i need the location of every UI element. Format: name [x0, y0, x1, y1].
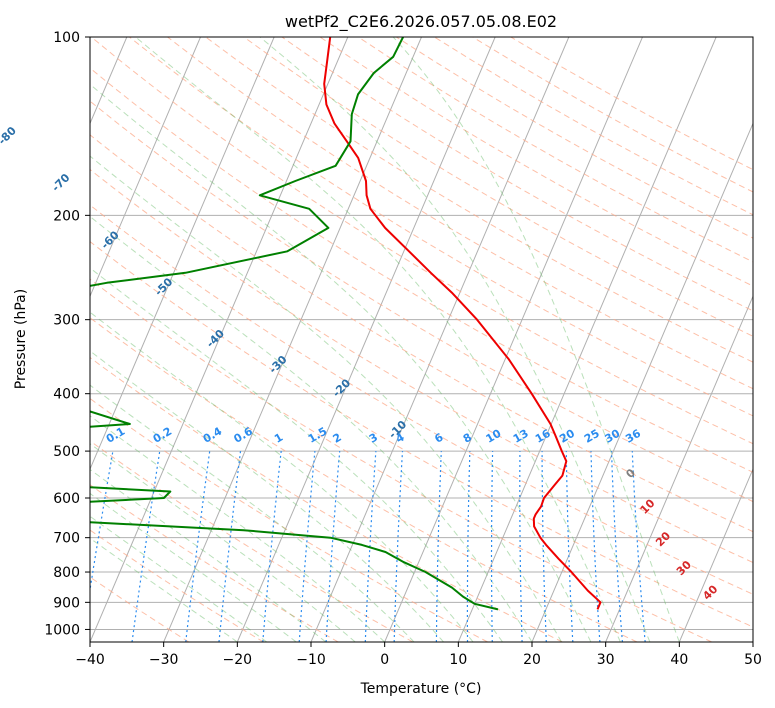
- x-tick-label: 0: [380, 652, 389, 668]
- y-tick-label: 600: [53, 491, 80, 507]
- y-tick-label: 1000: [44, 622, 80, 638]
- moist-adiabat: [90, 215, 533, 642]
- moist-adiabat: [259, 37, 651, 642]
- moist-adiabat: [135, 37, 621, 642]
- dry-adiabat: [90, 168, 753, 564]
- isotherm-gridline: [236, 37, 496, 642]
- isotherm-gridline: [457, 37, 717, 642]
- y-tick-label: 900: [53, 595, 80, 611]
- x-tick-label: 40: [670, 652, 688, 668]
- isotherm-gridline: [678, 467, 753, 642]
- x-tick-label: −10: [296, 652, 326, 668]
- x-tick-label: −40: [75, 652, 105, 668]
- isotherm-gridline: [163, 37, 422, 642]
- temperature-profile-line: [323, 37, 602, 610]
- dry-adiabat: [90, 356, 563, 642]
- isotherm-gridline: [90, 37, 349, 642]
- dry-adiabat: [90, 397, 488, 642]
- isotherm-gridline: [605, 295, 753, 642]
- y-axis-label: Pressure (hPa): [13, 289, 29, 389]
- dry-adiabat: [90, 317, 638, 642]
- dry-adiabat: [90, 278, 712, 642]
- dry-adiabat: [90, 134, 753, 533]
- x-tick-label: 50: [744, 652, 762, 668]
- dry-adiabat: [90, 440, 414, 642]
- dry-adiabat: [90, 37, 753, 445]
- x-tick-label: −20: [223, 652, 253, 668]
- chart-title: wetPf2_C2E6.2026.057.05.08.E02: [285, 12, 557, 32]
- y-tick-label: 400: [53, 387, 80, 403]
- moist-adiabat: [90, 350, 444, 642]
- plot-frame: [89, 36, 754, 643]
- dry-adiabat: [129, 37, 753, 417]
- x-axis-label: Temperature (°C): [360, 681, 482, 697]
- dry-adiabat: [90, 484, 339, 642]
- dry-adiabat: [281, 37, 753, 312]
- moist-adiabat: [90, 515, 268, 642]
- y-tick-label: 100: [53, 30, 80, 46]
- moist-adiabat: [90, 537, 238, 642]
- moist-adiabat: [90, 492, 297, 642]
- y-tick-label: 800: [53, 565, 80, 581]
- moist-adiabat: [90, 468, 327, 642]
- dry-adiabat: [243, 37, 753, 337]
- dry-adiabat: [90, 100, 753, 503]
- x-tick-label: 10: [449, 652, 467, 668]
- isotherm-gridline: [384, 37, 643, 642]
- moist-adiabat: [90, 267, 503, 642]
- moist-adiabat: [90, 384, 415, 642]
- x-tick-label: −30: [149, 652, 179, 668]
- y-tick-label: 300: [53, 313, 80, 329]
- isotherm-gridline: [90, 37, 201, 298]
- moist-adiabat: [392, 37, 680, 642]
- moist-adiabat: [90, 155, 562, 642]
- isotherm-gridline: [90, 37, 275, 471]
- moist-adiabat: [90, 415, 386, 642]
- x-tick-label: 20: [523, 652, 541, 668]
- isotherm-gridline: [531, 122, 753, 642]
- y-tick-label: 700: [53, 531, 80, 547]
- y-tick-label: 200: [53, 208, 80, 224]
- dry-adiabat: [90, 204, 753, 595]
- dry-adiabat: [90, 529, 264, 642]
- dry-adiabat: [90, 241, 753, 628]
- moist-adiabat: [90, 311, 474, 642]
- dewpoint-profile-line: [90, 37, 499, 611]
- x-tick-label: 30: [597, 652, 615, 668]
- y-tick-label: 500: [53, 444, 80, 460]
